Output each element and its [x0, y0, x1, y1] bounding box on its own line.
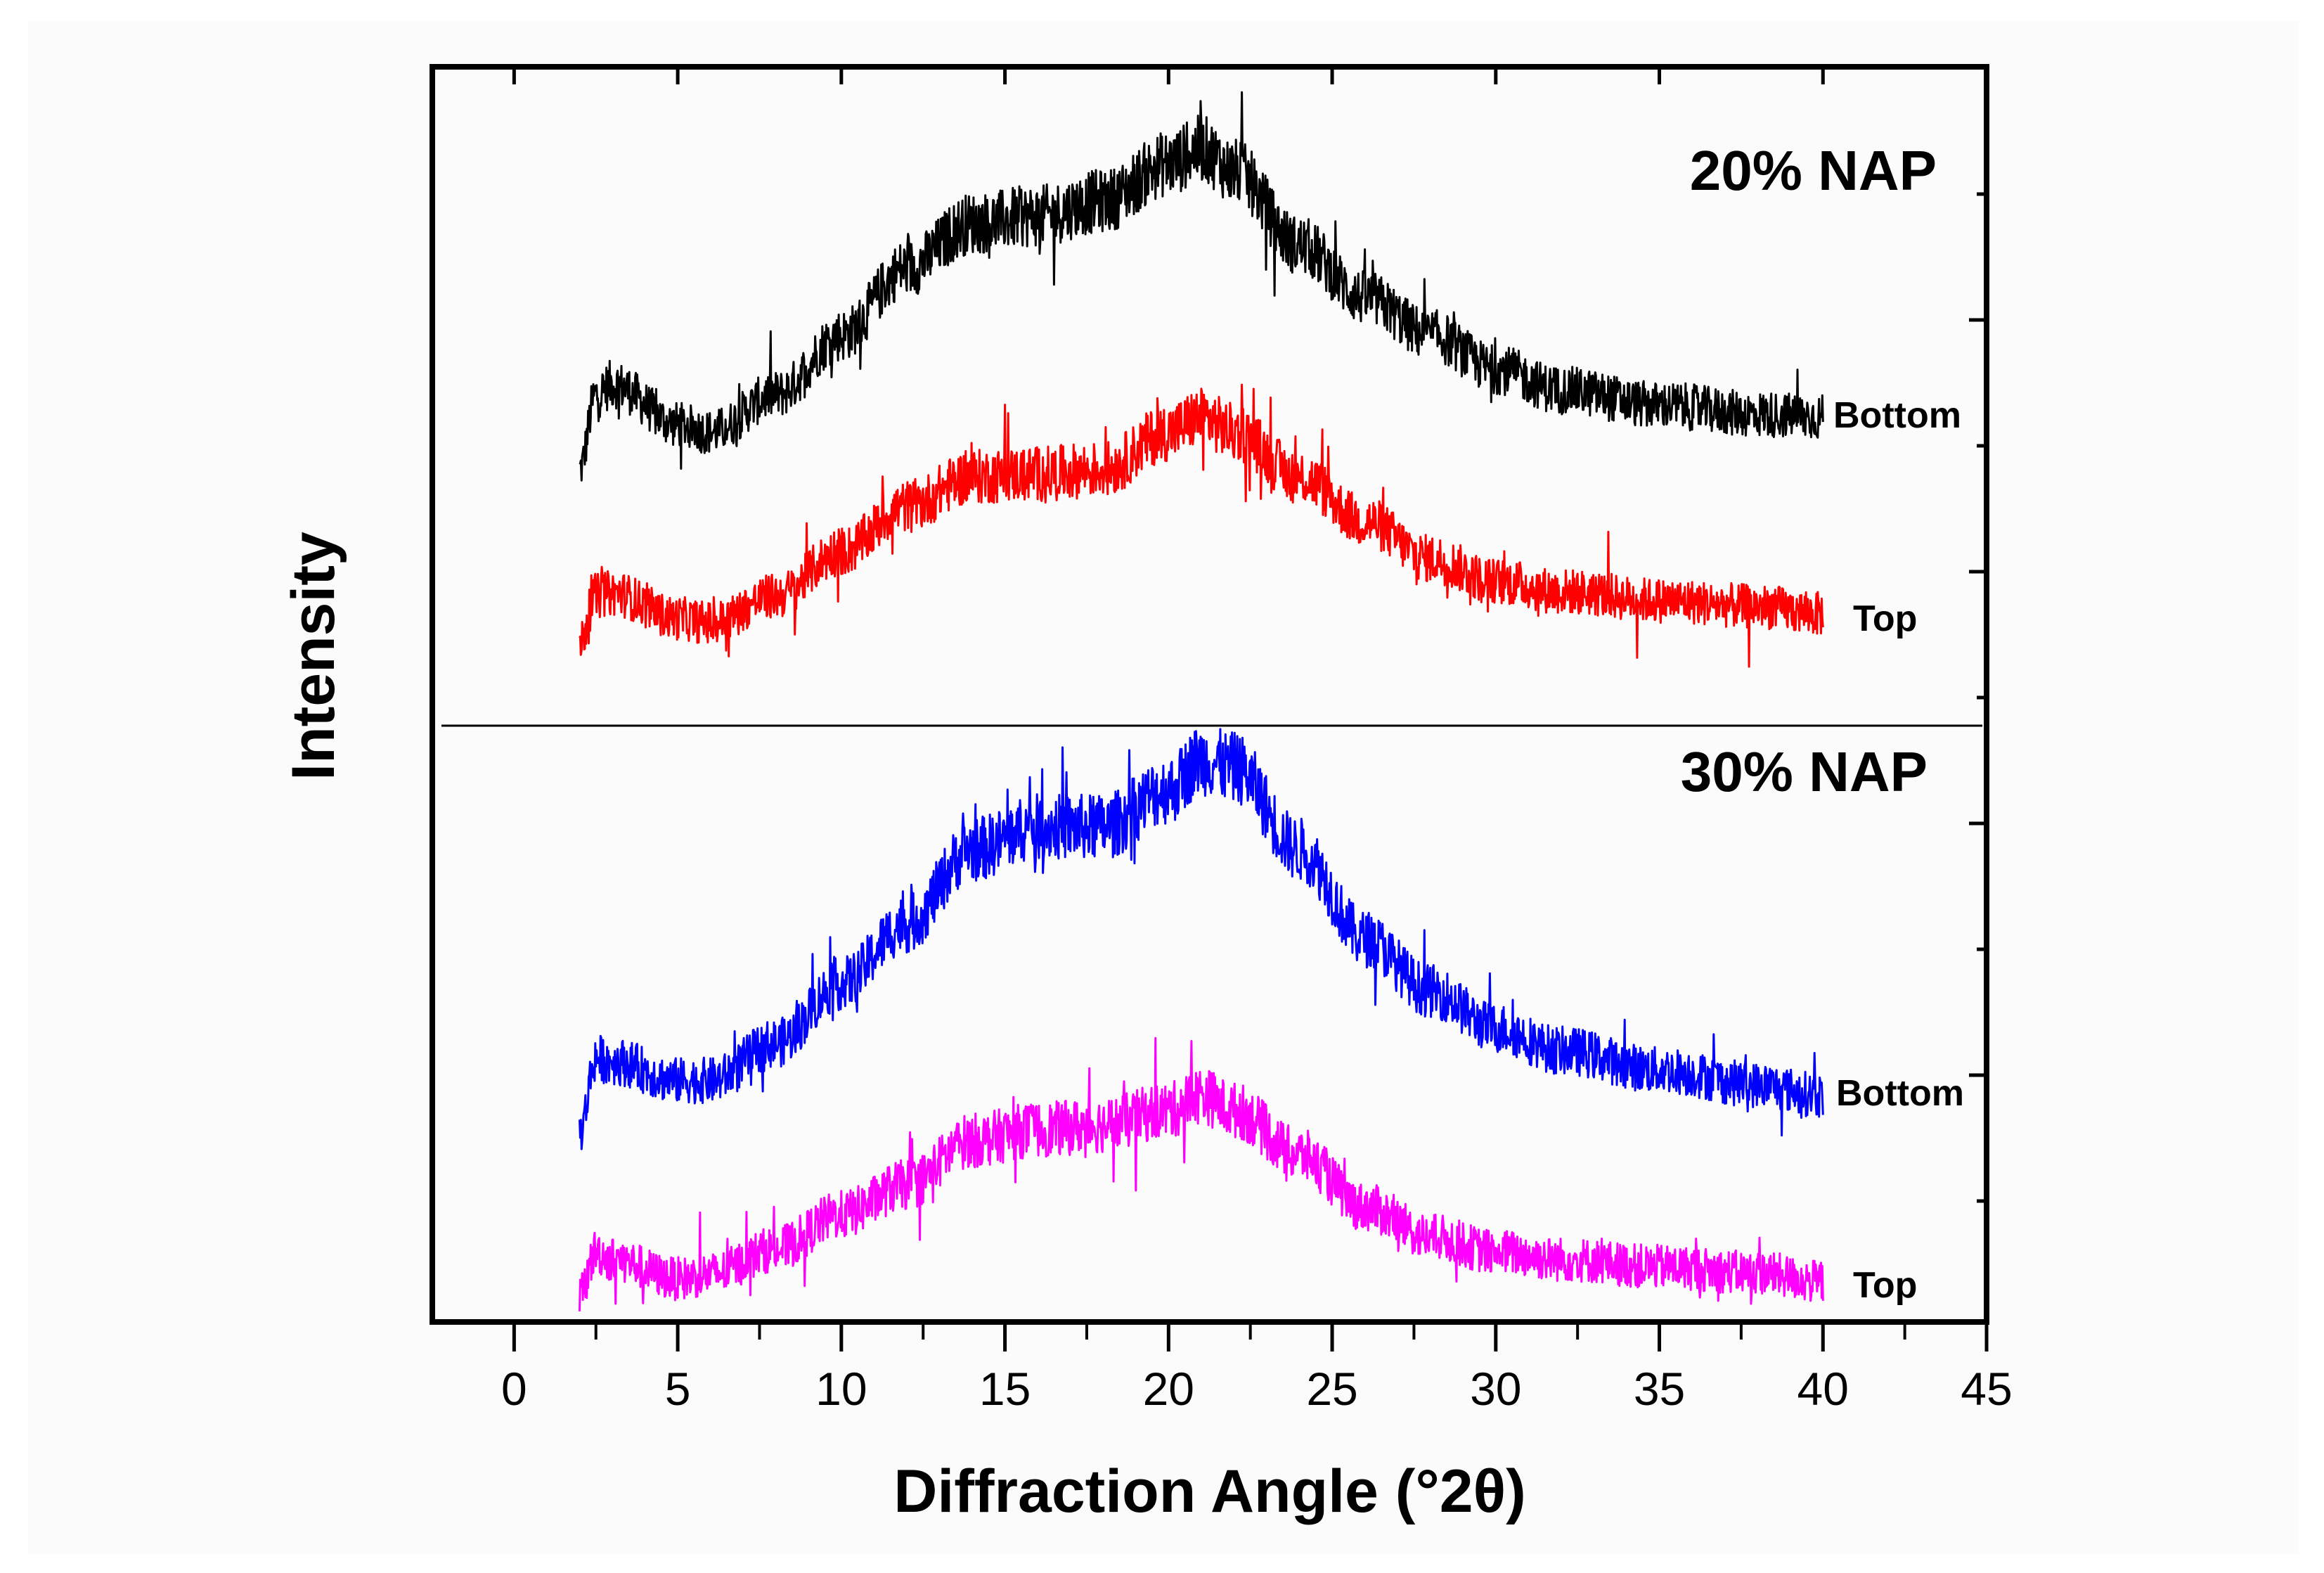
- x-tick-label: 45: [1961, 1363, 2012, 1415]
- x-tick-label: 5: [665, 1363, 691, 1415]
- series-line-20-nap-top: [579, 383, 1824, 668]
- panel-title-30-nap: 30% NAP: [1681, 740, 1928, 803]
- plot-frame: [430, 64, 1989, 1325]
- x-tick-label: 30: [1470, 1363, 1521, 1415]
- series-line-30-nap-bottom: [579, 728, 1824, 1150]
- series-line-20-nap-bottom: [579, 91, 1824, 482]
- x-tick-label: 15: [979, 1363, 1031, 1415]
- label-20-bottom: Bottom: [1833, 395, 1961, 436]
- x-tick-label: 35: [1634, 1363, 1685, 1415]
- label-30-top: Top: [1853, 1265, 1917, 1306]
- x-tick-label: 40: [1797, 1363, 1849, 1415]
- x-tick-label: 0: [501, 1363, 527, 1415]
- label-30-bottom: Bottom: [1836, 1073, 1964, 1114]
- y-axis-title: Intensity: [280, 532, 347, 781]
- x-tick-label: 25: [1306, 1363, 1357, 1415]
- curves-group: [579, 91, 1824, 1311]
- x-axis-title: Diffraction Angle (°2θ): [893, 1458, 1525, 1525]
- x-tick-label: 20: [1143, 1363, 1194, 1415]
- series-line-30-nap-top: [579, 1036, 1824, 1311]
- label-20-top: Top: [1853, 598, 1917, 639]
- ticks-group: 0 5 10 15 20 25 30 35 40 45: [501, 67, 2013, 1415]
- panel-title-20-nap: 20% NAP: [1690, 139, 1937, 202]
- x-tick-label: 10: [815, 1363, 867, 1415]
